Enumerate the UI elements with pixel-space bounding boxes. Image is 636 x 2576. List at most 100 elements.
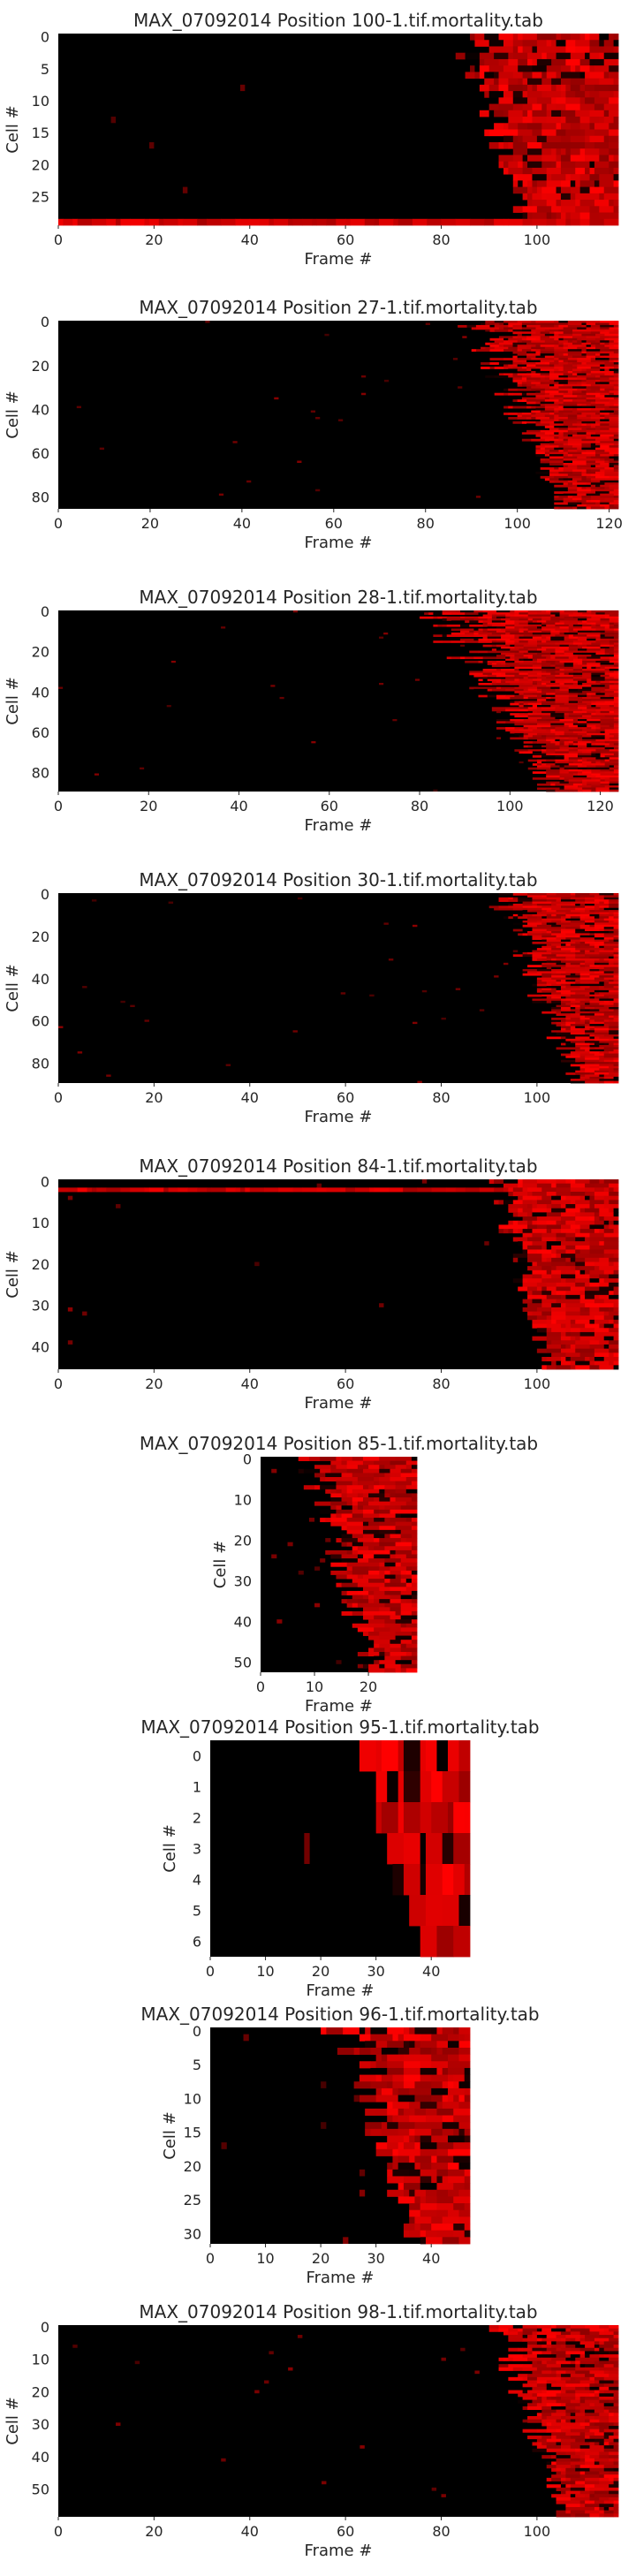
heatmap-cell <box>549 458 564 461</box>
heatmap-cell <box>532 729 547 732</box>
heatmap-cell <box>579 123 590 130</box>
heatmap-cell <box>585 1057 600 1061</box>
heatmap-cell <box>395 1513 402 1519</box>
heatmap-cell <box>487 636 502 640</box>
heatmap-cell <box>341 1457 353 1461</box>
heatmap-cell <box>346 1485 364 1490</box>
heatmap-cell <box>581 321 587 323</box>
heatmap-cell <box>359 2074 377 2082</box>
heatmap-cell <box>594 1195 605 1201</box>
heatmap-cell <box>526 324 541 328</box>
heatmap-cell <box>417 1080 422 1083</box>
heatmap-cell <box>556 1032 572 1035</box>
heatmap-cell <box>420 1926 437 1958</box>
heatmap-cell <box>501 672 506 676</box>
heatmap-cell <box>609 777 619 780</box>
heatmap-cell <box>341 1582 359 1587</box>
heatmap-cell <box>600 443 615 446</box>
heatmap-cell <box>600 353 610 357</box>
heatmap-cell <box>590 401 596 405</box>
heatmap-cell <box>514 678 519 682</box>
heatmap-cell <box>570 1336 576 1341</box>
heatmap-cell <box>560 212 566 220</box>
x-tick-label: 0 <box>54 1089 63 1106</box>
heatmap-cell <box>546 916 562 920</box>
heatmap-cell <box>392 2115 399 2123</box>
heatmap-cell <box>579 981 595 985</box>
heatmap-cell <box>600 360 610 363</box>
heatmap-cell <box>609 1307 614 1312</box>
heatmap-cell <box>546 1179 556 1185</box>
heatmap-cell <box>536 973 542 976</box>
heatmap-cell <box>546 642 556 646</box>
heatmap-cell <box>613 677 619 679</box>
heatmap-cell <box>546 117 562 124</box>
heatmap-cell <box>550 783 556 786</box>
heatmap-cell <box>559 686 570 690</box>
heatmap-cell <box>577 367 592 369</box>
heatmap-cell <box>613 1045 619 1048</box>
heatmap-cell <box>546 937 556 940</box>
heatmap-cell <box>522 1183 538 1188</box>
heatmap-cell <box>420 2230 427 2238</box>
heatmap-cell <box>570 135 586 143</box>
heatmap-cell <box>460 628 474 632</box>
heatmap-cell <box>512 180 519 187</box>
heatmap-cell <box>411 1534 418 1539</box>
heatmap-cell <box>568 751 583 754</box>
heatmap-cell <box>504 364 509 367</box>
heatmap-cell <box>544 346 555 350</box>
heatmap-cell <box>395 1542 413 1547</box>
heatmap-cell <box>563 458 578 461</box>
heatmap-cell <box>568 686 583 690</box>
heatmap-cell <box>609 721 619 724</box>
heatmap-cell <box>510 610 515 613</box>
heatmap-cell <box>599 981 605 985</box>
heatmap-cell <box>494 346 509 350</box>
heatmap-cell <box>384 1546 396 1551</box>
heatmap-cell <box>560 65 572 72</box>
heatmap-cell <box>357 1538 375 1543</box>
heatmap-cell <box>488 91 504 98</box>
heatmap-cell <box>609 2370 619 2375</box>
heatmap-cell <box>613 441 619 444</box>
heatmap-cell <box>554 353 559 357</box>
heatmap-cell <box>589 931 595 934</box>
heatmap-cell <box>551 2357 566 2361</box>
heatmap-cell <box>586 373 592 376</box>
heatmap-cell <box>595 399 601 403</box>
heatmap-cell <box>106 1074 111 1077</box>
heatmap-cell <box>613 765 619 769</box>
heatmap-cell <box>541 616 551 619</box>
heatmap-cell <box>374 1648 385 1653</box>
heatmap-cell <box>591 669 606 671</box>
heatmap-cell <box>398 2095 415 2102</box>
heatmap-cell <box>482 624 493 627</box>
heatmap-cell <box>565 956 576 959</box>
heatmap-cell <box>556 910 572 913</box>
heatmap-cell <box>594 2374 610 2378</box>
heatmap-cell <box>541 727 556 730</box>
x-tick-label: 40 <box>241 1375 259 1392</box>
heatmap-cell <box>609 399 615 403</box>
heatmap-cell <box>106 1187 121 1193</box>
heatmap-cell <box>599 1282 610 1287</box>
heatmap-cell <box>609 626 619 629</box>
heatmap-cell <box>498 327 504 330</box>
heatmap-cell <box>603 1076 614 1080</box>
heatmap-cell <box>546 40 552 47</box>
heatmap-cell <box>546 656 551 660</box>
heatmap-cell <box>519 705 525 708</box>
heatmap-cell <box>546 180 562 187</box>
heatmap-cell <box>532 674 542 678</box>
heatmap-cell <box>556 129 566 137</box>
heatmap-cell <box>523 677 529 679</box>
heatmap-cell <box>546 1269 552 1275</box>
heatmap-cell <box>405 1651 413 1656</box>
heatmap-cell <box>579 933 590 936</box>
heatmap-cell <box>589 2357 600 2361</box>
heatmap-cell <box>575 951 586 955</box>
heatmap-cell <box>572 616 587 619</box>
heatmap-cell <box>575 2345 586 2349</box>
heatmap-cell <box>586 379 596 383</box>
